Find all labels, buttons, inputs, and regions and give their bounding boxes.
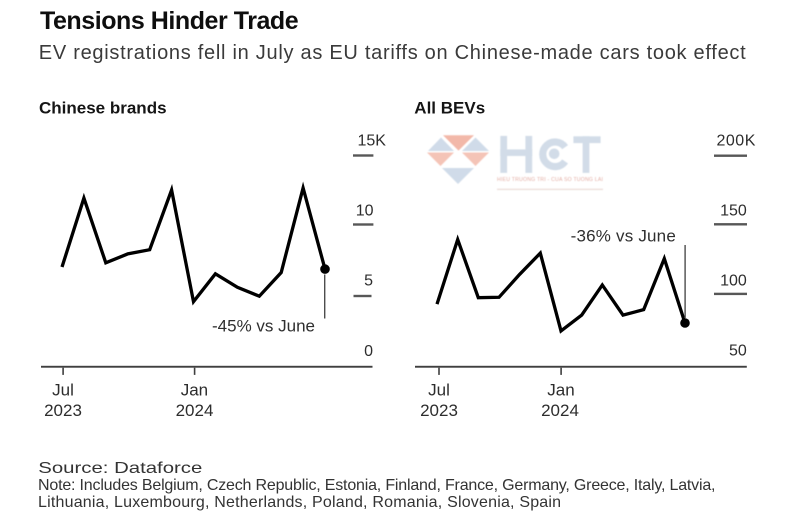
svg-text:All BEVs: All BEVs <box>414 98 485 117</box>
svg-text:Lithuania, Luxembourg, Netherl: Lithuania, Luxembourg, Netherlands, Pola… <box>38 494 561 511</box>
svg-text:5: 5 <box>364 272 373 289</box>
svg-text:Jan: Jan <box>547 380 574 399</box>
svg-text:Jul: Jul <box>428 380 450 399</box>
svg-text:100: 100 <box>720 273 747 290</box>
svg-text:Chinese brands: Chinese brands <box>39 98 167 117</box>
svg-text:150: 150 <box>720 203 747 220</box>
svg-text:Note: Includes Belgium, Czech: Note: Includes Belgium, Czech Republic, … <box>38 477 715 494</box>
svg-text:Source: Dataforce: Source: Dataforce <box>38 460 202 477</box>
svg-text:EV registrations fell in July: EV registrations fell in July as EU tari… <box>39 42 747 64</box>
svg-text:15K: 15K <box>358 132 387 149</box>
svg-text:50: 50 <box>729 342 747 359</box>
svg-text:2024: 2024 <box>541 401 579 420</box>
svg-text:-45% vs June: -45% vs June <box>212 317 315 336</box>
svg-text:200K: 200K <box>717 133 756 150</box>
svg-text:2023: 2023 <box>420 401 458 420</box>
svg-text:10: 10 <box>356 203 374 220</box>
svg-text:Jul: Jul <box>52 380 74 399</box>
svg-text:Jan: Jan <box>181 380 208 399</box>
svg-text:-36% vs June: -36% vs June <box>571 227 676 246</box>
svg-text:0: 0 <box>364 343 373 360</box>
svg-text:2024: 2024 <box>176 401 214 420</box>
svg-text:2023: 2023 <box>44 401 82 420</box>
svg-text:Tensions Hinder Trade: Tensions Hinder Trade <box>40 7 299 35</box>
svg-text:HIEU TRUONG TRI - CUA SO TUONG: HIEU TRUONG TRI - CUA SO TUONG LAI <box>497 177 603 183</box>
